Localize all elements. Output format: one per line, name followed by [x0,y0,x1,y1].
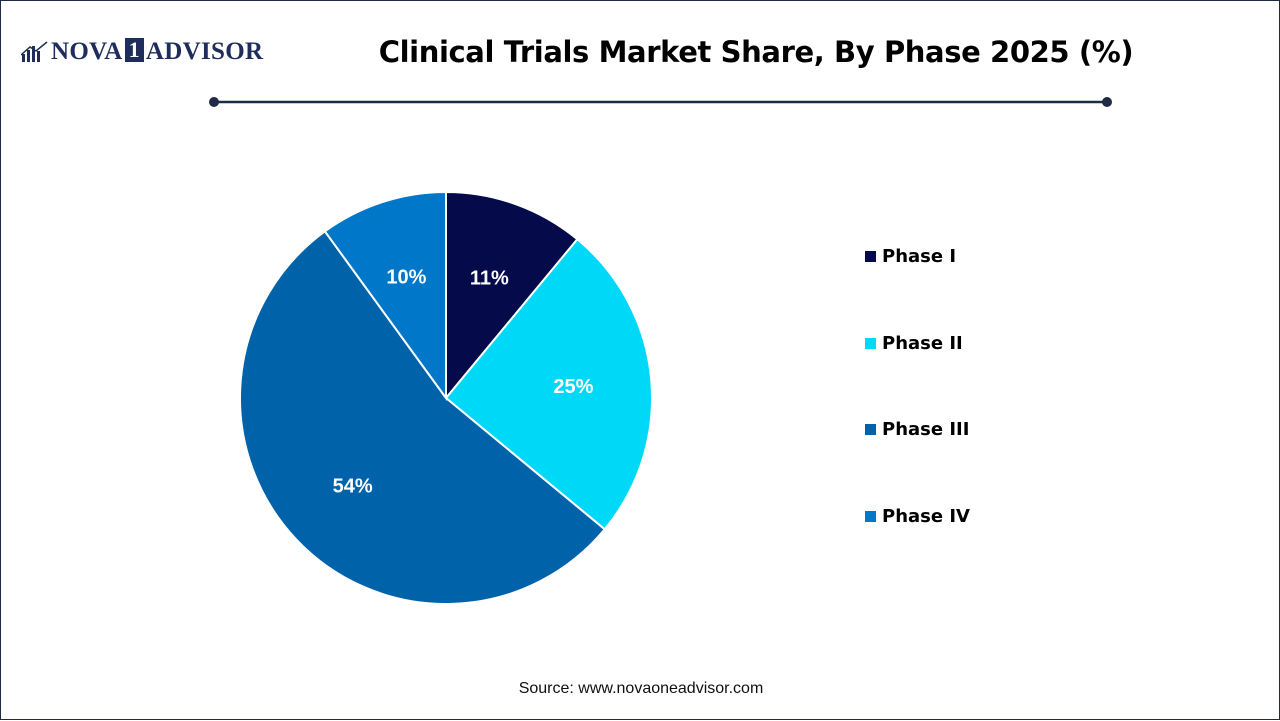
legend-item-phase-iv: Phase IV [865,506,970,527]
pie-slice-phase-i [445,190,579,401]
brand-name: NOVA 1 ADVISOR [51,38,263,66]
pie-slice-phase-iv [323,190,447,402]
pie-slice-phase-iii [239,229,607,605]
brand-name-left: NOVA [51,38,123,65]
legend-item-phase-i: Phase I [865,246,956,267]
pie-label-phase-iii: 54% [333,476,373,498]
chart-title: Clinical Trials Market Share, By Phase 2… [378,35,1134,69]
source-note: Source: www.novaoneadvisor.com [518,680,764,697]
legend-swatch [865,337,876,349]
legend-swatch [865,510,876,522]
brand-name-right: ADVISOR [145,38,264,65]
brand-logo: NOVA 1 ADVISOR [21,37,263,67]
legend-item-phase-ii: Phase II [865,333,963,354]
pie-label-phase-i: 11% [470,268,509,290]
title-divider [209,97,1112,107]
pie-slice-phase-ii [444,237,653,531]
legend-swatch [865,424,876,435]
legend-label: Phase I [882,246,957,267]
legend-swatch [865,251,876,262]
legend-label: Phase IV [882,505,970,527]
brand-name-box: 1 [124,38,144,62]
legend-label: Phase II [882,332,963,354]
pie-label-phase-iv: 10% [386,266,426,288]
bar-chart-icon [21,41,48,62]
legend-label: Phase III [882,419,970,440]
pie-label-phase-ii: 25% [553,376,593,398]
legend-item-phase-iii: Phase III [865,419,969,440]
